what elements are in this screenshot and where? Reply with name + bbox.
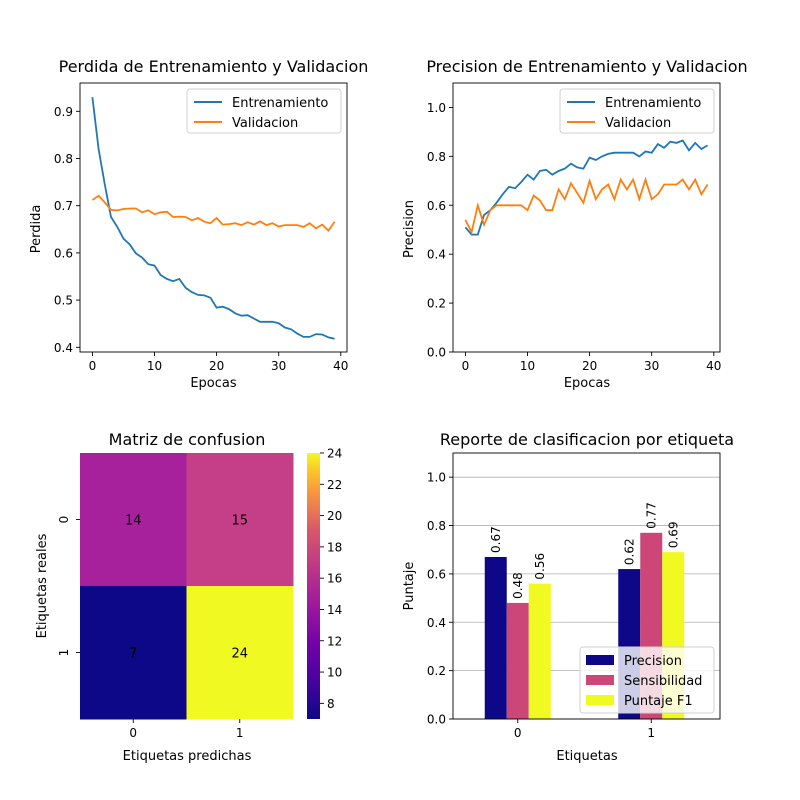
classification-report-ylabel: Puntaje: [402, 562, 417, 611]
legend-swatch: [586, 675, 614, 685]
legend-label: Sensibilidad: [624, 674, 702, 689]
loss-chart: Perdida de Entrenamiento y Validacion Ep…: [29, 57, 368, 391]
y-tick-label: 0: [57, 516, 71, 524]
colorbar-tick-label: 18: [327, 540, 342, 554]
colorbar-tick-label: 24: [327, 447, 342, 461]
legend-box: [186, 88, 342, 134]
y-tick-label: 0.5: [54, 294, 73, 308]
heatmap-cell: [186, 586, 294, 720]
heatmap-cell: [80, 453, 187, 587]
y-tick-label: 0.8: [427, 519, 446, 533]
series-line-entrenamiento: [464, 139, 709, 236]
bar-sensibilidad: [506, 602, 529, 719]
heatmap-cell: [80, 586, 187, 720]
y-tick-label: 0.7: [54, 199, 73, 213]
heatmap-cell-label: 14: [125, 514, 142, 529]
y-tick-label: 0.2: [427, 664, 446, 678]
y-tick-label: 1: [57, 649, 71, 657]
series-line-entrenamiento: [91, 97, 335, 340]
confusion-matrix-title: Matriz de confusion: [109, 430, 266, 449]
y-tick-label: 0.0: [427, 713, 446, 727]
x-tick-label: 0: [129, 726, 137, 740]
legend-swatch: [586, 695, 614, 705]
confusion-matrix-chart: Matriz de confusion Etiquetas predichas …: [35, 430, 342, 764]
confusion-matrix-ylabel: Etiquetas reales: [35, 533, 50, 638]
x-tick-label: 20: [582, 359, 597, 373]
colorbar-tick-label: 16: [327, 572, 342, 586]
x-tick-label: 30: [644, 359, 659, 373]
bar-puntaje-f1: [528, 583, 551, 719]
y-tick-label: 1.0: [427, 471, 446, 485]
legend-label: Entrenamiento: [605, 96, 701, 111]
x-tick-label: 20: [209, 359, 224, 373]
colorbar-tick-label: 14: [327, 603, 342, 617]
colorbar-tick-label: 22: [327, 478, 342, 492]
accuracy-chart-xlabel: Epocas: [564, 376, 611, 391]
bar-value-label: 0.67: [489, 526, 503, 553]
y-tick-label: 0.0: [427, 346, 446, 360]
x-tick-label: 1: [236, 726, 244, 740]
accuracy-chart: Precision de Entrenamiento y Validacion …: [402, 57, 748, 391]
x-tick-label: 10: [520, 359, 535, 373]
y-tick-label: 0.4: [54, 341, 73, 355]
y-tick-label: 1.0: [427, 101, 446, 115]
colorbar: [307, 453, 320, 719]
colorbar-tick-label: 20: [327, 509, 342, 523]
axes-frame: [452, 452, 721, 720]
bar-value-label: 0.62: [622, 538, 636, 565]
colorbar-tick-label: 10: [327, 666, 342, 680]
x-tick-label: 30: [271, 359, 286, 373]
accuracy-chart-ylabel: Precision: [402, 200, 417, 258]
series-line-validacion: [91, 194, 336, 233]
x-tick-label: 0: [89, 359, 97, 373]
bar-value-label: 0.48: [511, 572, 525, 599]
y-tick-label: 0.6: [427, 199, 446, 213]
bar-value-label: 0.69: [666, 521, 680, 548]
heatmap-cell-label: 7: [129, 647, 137, 662]
x-tick-label: 0: [514, 726, 522, 740]
heatmap-cell: [186, 453, 294, 587]
classification-report-chart: Reporte de clasificacion por etiqueta Et…: [402, 430, 734, 764]
x-tick-label: 40: [333, 359, 348, 373]
series-line-validacion: [464, 176, 709, 235]
legend-label: Puntaje F1: [624, 694, 693, 709]
bar-precision: [484, 556, 507, 719]
y-tick-label: 0.4: [427, 248, 446, 262]
y-tick-label: 0.4: [427, 616, 446, 630]
bar-value-label: 0.77: [644, 502, 658, 529]
y-tick-label: 0.8: [427, 150, 446, 164]
x-tick-label: 1: [647, 726, 655, 740]
loss-chart-ylabel: Perdida: [29, 205, 44, 254]
x-tick-label: 10: [147, 359, 162, 373]
bar-value-label: 0.56: [533, 553, 547, 580]
legend-label: Entrenamiento: [232, 96, 328, 111]
legend-swatch: [586, 655, 614, 665]
loss-chart-title: Perdida de Entrenamiento y Validacion: [59, 57, 369, 76]
y-tick-label: 0.9: [54, 105, 73, 119]
axes-frame: [452, 82, 721, 353]
heatmap-cell-label: 15: [231, 514, 248, 529]
heatmap-cell-label: 24: [231, 647, 248, 662]
x-tick-label: 0: [462, 359, 470, 373]
loss-chart-xlabel: Epocas: [190, 376, 237, 391]
y-tick-label: 0.8: [54, 152, 73, 166]
classification-report-xlabel: Etiquetas: [556, 749, 617, 764]
legend-box: [559, 88, 715, 134]
y-tick-label: 0.2: [427, 297, 446, 311]
colorbar-tick-label: 12: [327, 634, 342, 648]
accuracy-chart-title: Precision de Entrenamiento y Validacion: [426, 57, 747, 76]
confusion-matrix-xlabel: Etiquetas predichas: [123, 749, 252, 764]
legend-label: Validacion: [232, 116, 298, 131]
legend-label: Precision: [624, 654, 682, 669]
legend-label: Validacion: [605, 116, 671, 131]
colorbar-tick-label: 8: [327, 697, 335, 711]
classification-report-title: Reporte de clasificacion por etiqueta: [440, 430, 734, 449]
y-tick-label: 0.6: [427, 567, 446, 581]
x-tick-label: 40: [706, 359, 721, 373]
y-tick-label: 0.6: [54, 246, 73, 260]
axes-frame: [79, 82, 348, 353]
